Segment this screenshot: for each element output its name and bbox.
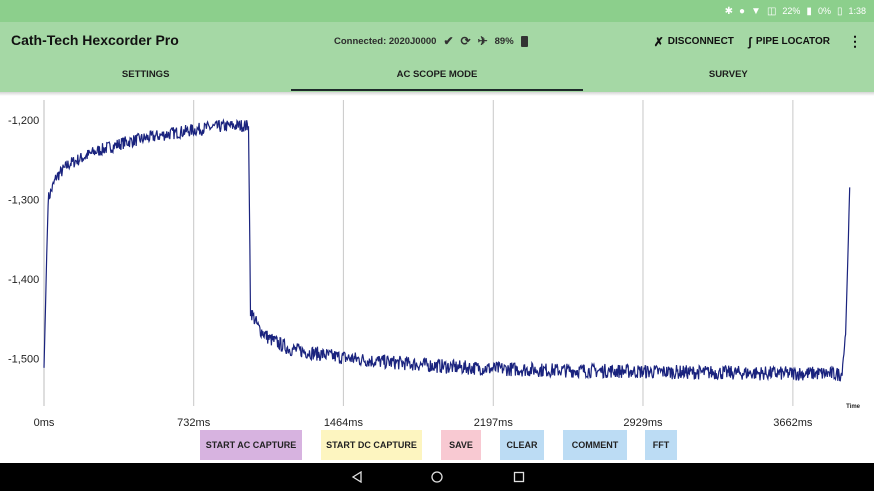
x-tick-label: 1464ms: [324, 417, 364, 428]
connection-status: Connected: 2020J0000 ✔ ⟳ ✈ 89%: [334, 34, 528, 48]
back-icon[interactable]: [347, 467, 367, 487]
device-battery: 89%: [494, 35, 514, 47]
bluetooth-icon: ✱: [724, 5, 733, 17]
y-tick-label: -1,400: [8, 274, 39, 286]
app-title: Cath-Tech Hexcorder Pro: [11, 32, 179, 48]
disconnect-button[interactable]: ✗ DISCONNECT: [654, 35, 734, 49]
home-icon[interactable]: [427, 467, 447, 487]
save-button[interactable]: SAVE: [441, 430, 481, 460]
clear-button[interactable]: CLEAR: [500, 430, 544, 460]
start-dc-capture-button[interactable]: START DC CAPTURE: [321, 430, 422, 460]
gps-off-icon: ✈: [477, 34, 488, 48]
tab-ac-scope-mode[interactable]: AC SCOPE MODE: [291, 60, 583, 92]
fft-button[interactable]: FFT: [645, 430, 677, 460]
x-tick-label: 2929ms: [623, 417, 663, 428]
tab-shadow: [0, 92, 874, 96]
status-bar: ✱ ● ▼ ◫ 22% ▮ 0% ▯ 1:38: [0, 0, 874, 22]
pipe-locator-label: PIPE LOCATOR: [755, 36, 830, 47]
recents-icon[interactable]: [509, 467, 529, 487]
scope-chart[interactable]: 0ms 732ms 1464ms 2197ms 2929ms 3662ms -1,200 -1…: [0, 96, 874, 428]
tab-bar: SETTINGS AC SCOPE MODE SURVEY: [0, 60, 874, 92]
x-tick-label: 2197ms: [474, 417, 514, 428]
connection-label: Connected: 2020J0000: [334, 35, 437, 47]
bluetooth-disabled-icon: ✗: [653, 34, 664, 49]
start-ac-capture-button[interactable]: START AC CAPTURE: [200, 430, 302, 460]
overflow-menu-icon[interactable]: ⋮: [848, 33, 862, 49]
capture-buttons: START AC CAPTURE START DC CAPTURE SAVE C…: [0, 428, 874, 462]
x-tick-label: 3662ms: [773, 417, 813, 428]
clock: 1:38: [848, 6, 866, 16]
pipe-locator-button[interactable]: ʃ PIPE LOCATOR: [748, 35, 830, 49]
refresh-icon[interactable]: ⟳: [460, 34, 471, 48]
x-tick-label: 732ms: [177, 417, 211, 428]
y-tick-label: -1,500: [8, 353, 39, 365]
wifi-icon: ▼: [751, 5, 761, 17]
battery-status-icon: ▯: [836, 5, 843, 17]
header-actions: ✗ DISCONNECT ʃ PIPE LOCATOR ⋮: [654, 33, 862, 50]
comment-button[interactable]: COMMENT: [563, 430, 627, 460]
x-tick-label: 0ms: [34, 417, 55, 428]
signal-percent: 0%: [817, 6, 831, 16]
signal-icon: ▮: [806, 5, 812, 17]
battery-icon: [520, 35, 528, 47]
settings-status-icon: ◫: [766, 5, 777, 17]
scope-trace: [43, 118, 851, 382]
check-circle-icon: ✔: [443, 34, 454, 48]
x-axis-label: Time: [846, 404, 861, 410]
app-header: Cath-Tech Hexcorder Pro Connected: 2020J…: [0, 22, 874, 60]
sync-icon: ●: [739, 5, 746, 17]
tab-survey[interactable]: SURVEY: [708, 69, 748, 80]
disconnect-label: DISCONNECT: [667, 36, 734, 47]
y-tick-label: -1,300: [8, 194, 39, 206]
tab-settings[interactable]: SETTINGS: [121, 69, 170, 80]
android-nav-bar: [0, 463, 874, 491]
battery-percent: 22%: [782, 6, 801, 16]
pipe-locator-icon: ʃ: [747, 34, 752, 49]
y-tick-label: -1,200: [8, 115, 39, 127]
